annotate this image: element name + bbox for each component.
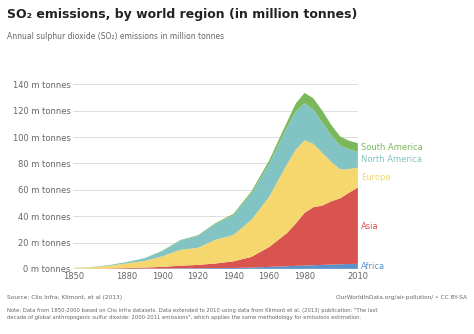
Text: Source: Clio Infra; Klimont, et al (2013): Source: Clio Infra; Klimont, et al (2013…: [7, 295, 122, 300]
Text: Note: Data from 1850-2000 based on Clio Infra datasets. Data extended to 2010 us: Note: Data from 1850-2000 based on Clio …: [7, 308, 378, 320]
Text: Europe: Europe: [361, 173, 391, 182]
Text: Asia: Asia: [361, 222, 379, 231]
Text: OurWorldInData.org/air-pollution/ • CC BY-SA: OurWorldInData.org/air-pollution/ • CC B…: [336, 295, 467, 300]
Text: South America: South America: [361, 143, 423, 152]
Text: Annual sulphur dioxide (SO₂) emissions in million tonnes: Annual sulphur dioxide (SO₂) emissions i…: [7, 32, 224, 41]
Text: North America: North America: [361, 155, 422, 164]
Text: Our World
in Data: Our World in Data: [419, 17, 460, 30]
Text: SO₂ emissions, by world region (in million tonnes): SO₂ emissions, by world region (in milli…: [7, 8, 357, 21]
Text: Africa: Africa: [361, 262, 385, 271]
